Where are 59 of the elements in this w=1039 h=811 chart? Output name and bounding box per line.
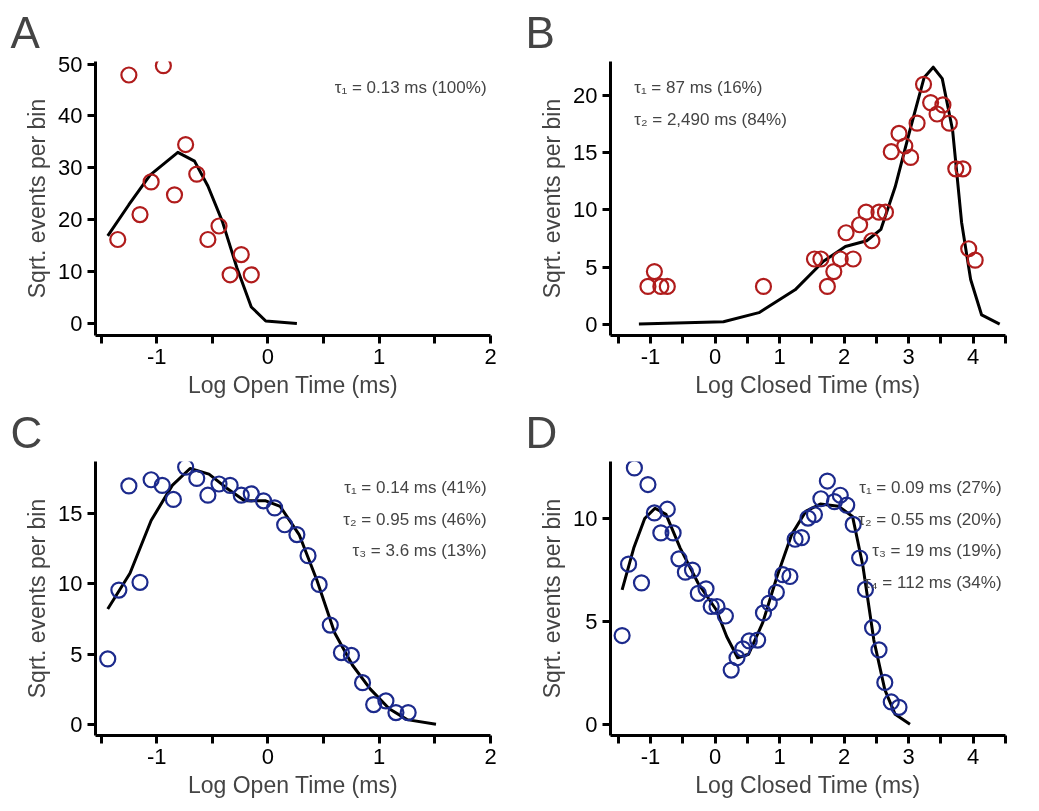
annotation: τ₃ = 3.6 ms (13%) <box>352 541 487 561</box>
y-tick-label: 50 <box>58 51 83 77</box>
chart-title: B <box>525 7 555 57</box>
x-tick-label: 1 <box>773 743 786 769</box>
annotation: τ₂ = 0.95 ms (46%) <box>343 509 487 529</box>
y-tick-label: 10 <box>58 259 83 285</box>
x-tick-label: 0 <box>708 743 722 769</box>
x-tick-label: -1 <box>146 343 167 369</box>
chart-title: D <box>525 407 558 457</box>
y-axis-title: Sqrt. events per bin <box>539 98 566 299</box>
x-tick-label: 4 <box>967 743 980 769</box>
x-tick-label: 2 <box>838 343 851 369</box>
x-axis-title: Log Open Time (ms) <box>187 371 398 398</box>
annotation: τ₃ = 19 ms (19%) <box>872 541 1002 561</box>
x-tick-label: 1 <box>773 343 786 369</box>
x-tick-label: 2 <box>484 343 497 369</box>
y-tick-label: 30 <box>58 155 83 181</box>
y-axis-title: Sqrt. events per bin <box>24 98 51 299</box>
y-tick-label: 0 <box>585 311 598 337</box>
x-tick-label: 3 <box>902 743 915 769</box>
y-axis-title: Sqrt. events per bin <box>539 498 566 699</box>
x-axis-title: Log Open Time (ms) <box>187 771 398 798</box>
y-tick-label: 0 <box>70 711 83 737</box>
y-tick-label: 10 <box>573 505 598 531</box>
annotation: τ₁ = 87 ms (16%) <box>634 78 763 98</box>
chart-title: C <box>10 407 43 457</box>
annotation: τ₁ = 0.14 ms (41%) <box>344 478 487 498</box>
y-axis-title: Sqrt. events per bin <box>24 498 51 699</box>
x-tick-label: -1 <box>640 343 661 369</box>
x-axis-title: Log Closed Time (ms) <box>695 771 921 798</box>
chart-title: A <box>10 7 41 57</box>
x-tick-label: 1 <box>373 743 386 769</box>
y-tick-label: 0 <box>70 311 83 337</box>
y-tick-label: 0 <box>585 711 598 737</box>
x-tick-label: -1 <box>640 743 661 769</box>
x-tick-label: 0 <box>708 343 722 369</box>
x-tick-label: 0 <box>261 743 275 769</box>
y-tick-label: 10 <box>58 571 83 597</box>
x-tick-label: 2 <box>484 743 497 769</box>
x-tick-label: 0 <box>261 343 275 369</box>
x-tick-label: 1 <box>373 343 386 369</box>
y-tick-label: 15 <box>58 500 83 526</box>
annotation: τ₂ = 2,490 ms (84%) <box>634 109 787 129</box>
y-tick-label: 20 <box>573 83 598 109</box>
x-tick-label: 2 <box>838 743 851 769</box>
x-tick-label: 4 <box>967 343 980 369</box>
x-tick-label: -1 <box>146 743 167 769</box>
annotation: τ₁ = 0.13 ms (100%) <box>334 78 487 98</box>
y-tick-label: 10 <box>573 197 598 223</box>
y-tick-label: 5 <box>585 254 598 280</box>
annotation: τ₂ = 0.55 ms (20%) <box>858 509 1002 529</box>
y-tick-label: 20 <box>58 207 83 233</box>
y-tick-label: 15 <box>573 140 598 166</box>
annotation: τ₁ = 0.09 ms (27%) <box>859 478 1002 498</box>
y-tick-label: 5 <box>585 608 598 634</box>
x-axis-title: Log Closed Time (ms) <box>695 371 921 398</box>
y-tick-label: 40 <box>58 103 83 129</box>
y-tick-label: 5 <box>70 641 83 667</box>
x-tick-label: 3 <box>902 343 915 369</box>
